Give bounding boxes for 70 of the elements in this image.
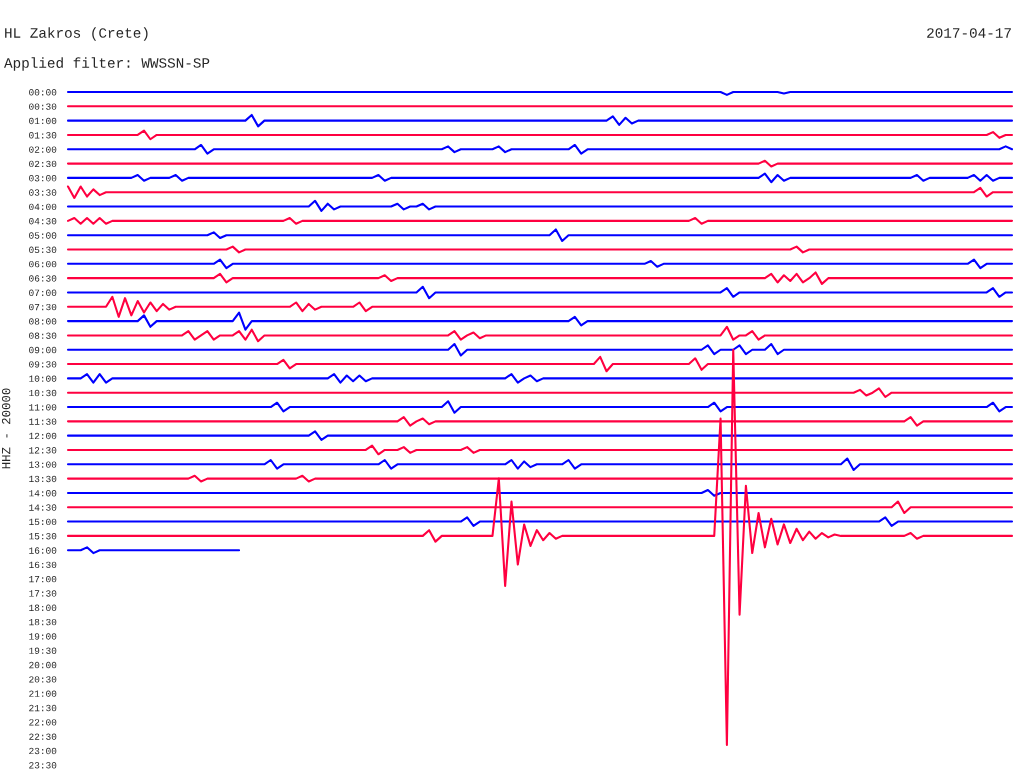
y-tick-label: 23:30 xyxy=(29,762,57,769)
y-tick-label: 18:30 xyxy=(29,618,57,626)
y-tick-label: 10:30 xyxy=(29,389,57,397)
line-series xyxy=(66,373,1014,384)
line-series xyxy=(66,311,1014,331)
y-tick-label: 08:30 xyxy=(29,332,57,339)
y-tick-label: 21:00 xyxy=(29,690,57,697)
y-tick-label: 14:30 xyxy=(29,504,57,511)
y-tick-label: 14:00 xyxy=(29,490,57,497)
y-tick-label: 00:00 xyxy=(29,89,57,96)
y-tick-label: 10:00 xyxy=(29,375,57,382)
y-tick-label: 03:30 xyxy=(29,189,57,196)
y-tick-label: 11:00 xyxy=(29,404,57,411)
line-series xyxy=(66,457,1014,472)
line-series xyxy=(66,258,1014,270)
line-series xyxy=(66,400,1014,414)
y-tick-label: 00:30 xyxy=(29,103,57,110)
y-tick-label: 15:30 xyxy=(29,533,57,540)
y-tick-label: 13:00 xyxy=(29,461,57,468)
line-series xyxy=(66,172,1014,184)
y-tick-label: 07:00 xyxy=(29,289,57,296)
line-series xyxy=(66,271,1014,285)
y-tick-label: 20:30 xyxy=(29,676,57,683)
y-tick-label: 12:30 xyxy=(29,447,57,454)
y-tick-label: 19:30 xyxy=(29,647,57,654)
chart-subtitle: Applied filter: WWSSN-SP xyxy=(4,57,210,71)
y-tick-label: 04:00 xyxy=(29,203,57,211)
line-series xyxy=(66,285,1014,300)
y-tick-label: 02:00 xyxy=(29,146,57,153)
y-tick-label: 09:30 xyxy=(29,361,57,368)
y-tick-label: 12:00 xyxy=(29,432,57,440)
y-tick-label: 13:30 xyxy=(29,475,57,483)
line-series xyxy=(66,113,1014,128)
y-tick-label: 22:30 xyxy=(29,733,57,740)
y-axis-title: HHZ - 20000 xyxy=(1,388,11,469)
y-tick-label: 17:00 xyxy=(29,575,57,583)
y-tick-label: 20:00 xyxy=(29,661,57,669)
y-tick-label: 01:30 xyxy=(29,132,57,139)
y-tick-label: 07:30 xyxy=(29,303,57,311)
y-tick-label: 22:00 xyxy=(29,719,57,726)
y-tick-label: 15:00 xyxy=(29,518,57,526)
y-tick-label: 05:00 xyxy=(29,232,57,239)
y-tick-label: 19:00 xyxy=(29,633,57,640)
text: 2017-04-17 xyxy=(927,28,1011,38)
y-tick-label: 09:00 xyxy=(29,346,57,354)
y-tick-label: 17:30 xyxy=(29,590,57,597)
y-tick-label: 21:30 xyxy=(29,704,57,712)
line-series xyxy=(66,185,1014,199)
y-tick-label: 01:00 xyxy=(29,117,57,125)
y-tick-label: 06:30 xyxy=(29,275,57,282)
chart-title: HL Zakros (Crete) xyxy=(5,27,148,41)
y-tick-label: 18:00 xyxy=(29,604,57,611)
y-tick-label: 03:00 xyxy=(29,175,57,182)
y-tick-label: 02:30 xyxy=(29,160,57,168)
y-tick-label: 16:00 xyxy=(29,547,57,554)
y-tick-label: 05:30 xyxy=(29,246,57,254)
y-tick-label: 08:00 xyxy=(29,318,57,325)
y-tick-label: 23:00 xyxy=(29,747,57,755)
line-series xyxy=(66,143,1014,155)
y-tick-label: 04:30 xyxy=(29,217,57,225)
line-series xyxy=(66,342,1014,357)
y-tick-label: 16:30 xyxy=(29,561,57,569)
line-series xyxy=(66,199,1014,212)
line-series xyxy=(66,228,1014,242)
y-tick-label: 06:00 xyxy=(29,260,57,268)
line-series xyxy=(66,348,1014,746)
line-series xyxy=(66,129,1014,141)
line-series xyxy=(66,325,1014,343)
y-tick-label: 11:30 xyxy=(29,418,57,425)
line-series xyxy=(66,295,1014,318)
